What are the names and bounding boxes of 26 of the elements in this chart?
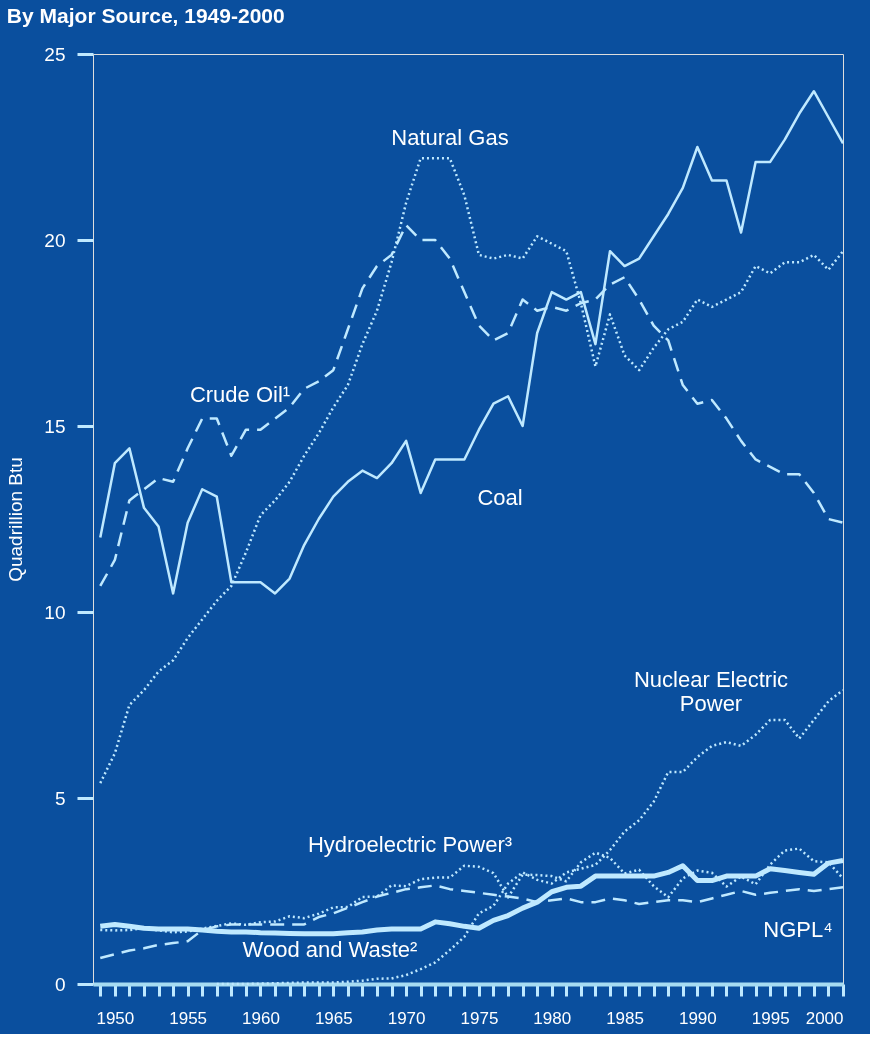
series-label: Coal — [477, 485, 523, 510]
y-tick-label: 20 — [44, 229, 66, 251]
x-tick-label: 1995 — [751, 1008, 790, 1028]
y-tick-label: 10 — [44, 601, 66, 623]
y-axis-title: Quadrillion Btu — [5, 457, 27, 582]
x-tick-label: 1975 — [460, 1008, 499, 1028]
series-label: Wood and Waste² — [242, 937, 418, 962]
series-label: Hydroelectric Power³ — [307, 832, 513, 857]
y-tick-label: 0 — [54, 973, 66, 995]
y-tick-label: 25 — [44, 43, 66, 65]
x-tick-label: 1965 — [314, 1008, 353, 1028]
x-tick-label: 1990 — [678, 1008, 717, 1028]
x-tick-label: 1955 — [169, 1008, 208, 1028]
series-label: NGPL⁴ — [763, 917, 833, 942]
x-tick-label: 1960 — [242, 1008, 280, 1028]
chart-title: By Major Source, 1949-2000 — [6, 4, 285, 27]
series-label: Natural Gas — [391, 125, 509, 150]
y-tick-label: 15 — [44, 415, 66, 437]
series-label: Nuclear Electric Power — [633, 667, 789, 716]
x-tick-label: 1950 — [96, 1008, 135, 1028]
x-tick-label: 1980 — [533, 1008, 572, 1028]
series-label: Crude Oil¹ — [189, 382, 291, 407]
x-tick-label: 1970 — [387, 1008, 426, 1028]
y-tick-label: 5 — [54, 787, 66, 809]
x-tick-label: 2000 — [805, 1008, 844, 1028]
x-tick-label: 1985 — [606, 1008, 644, 1028]
